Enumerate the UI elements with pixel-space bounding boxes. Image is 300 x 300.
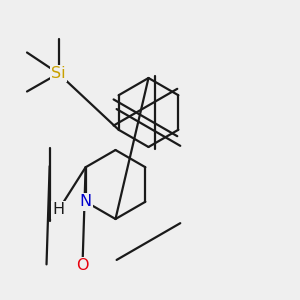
Text: O: O bbox=[76, 258, 89, 273]
Text: N: N bbox=[80, 194, 92, 209]
Text: Si: Si bbox=[51, 66, 66, 81]
Text: H: H bbox=[52, 202, 64, 217]
